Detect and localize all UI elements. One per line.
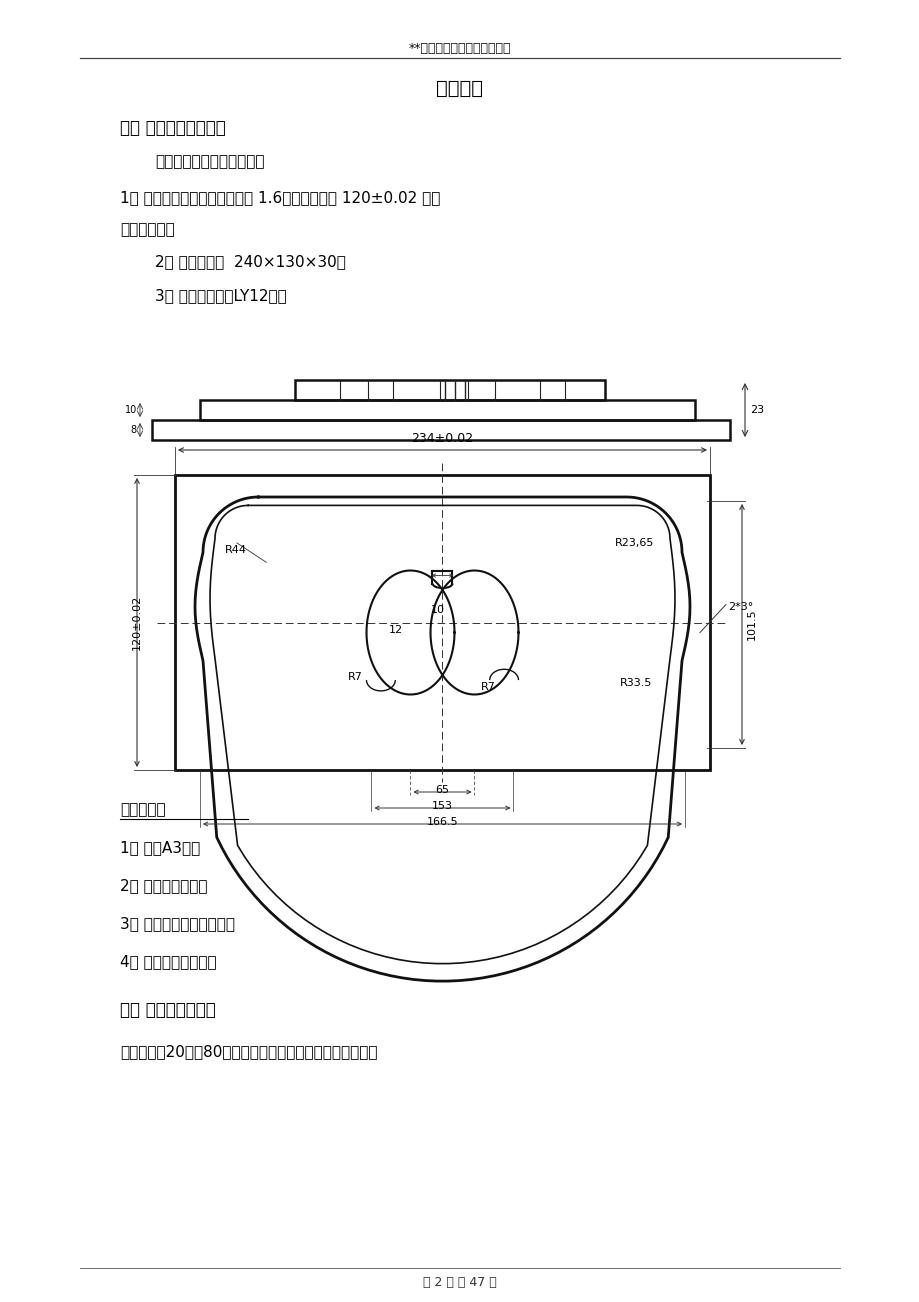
Text: 按系里所发的毕业设计用图: 按系里所发的毕业设计用图: [154, 155, 265, 169]
Text: 23: 23: [749, 405, 764, 415]
Text: 2． 绘制装夹方式图: 2． 绘制装夹方式图: [119, 879, 208, 893]
Text: 10: 10: [125, 405, 137, 415]
Text: 10: 10: [430, 605, 444, 615]
Text: 166.5: 166.5: [426, 816, 458, 827]
Text: R7: R7: [480, 682, 494, 693]
Text: 153: 153: [432, 801, 452, 811]
Bar: [175, 475, 709, 769]
Text: 技术资料：: 技术资料：: [119, 802, 165, 818]
Text: 234±0.02: 234±0.02: [411, 432, 473, 445]
Text: **理工学院数控专业毕业论文: **理工学院数控专业毕业论文: [408, 42, 511, 55]
Bar: [295, 380, 605, 400]
Text: 3． 填写数控加工工艺卡片: 3． 填写数控加工工艺卡片: [119, 917, 234, 931]
Text: R44: R44: [225, 546, 246, 555]
Text: 二． 选题设计的意义: 二． 选题设计的意义: [119, 1001, 216, 1019]
Text: 2． 毛块尺寸：  240×130×30。: 2． 毛块尺寸： 240×130×30。: [154, 254, 346, 270]
Text: 第 2 页 共 47 页: 第 2 页 共 47 页: [423, 1276, 496, 1289]
Text: 1． 技术要求：表面粗糙度均为 1.6，尺寸精度除 120±0.02 外均: 1． 技术要求：表面粗糙度均为 1.6，尺寸精度除 120±0.02 外均: [119, 190, 440, 206]
Text: R33.5: R33.5: [619, 677, 652, 687]
Text: 65: 65: [435, 785, 449, 796]
Text: 为一般精度。: 为一般精度。: [119, 223, 175, 237]
Text: 8: 8: [130, 424, 137, 435]
Bar: [199, 400, 694, 421]
Text: 2*3°: 2*3°: [727, 603, 753, 612]
Text: 开题报告: 开题报告: [436, 78, 483, 98]
Text: R7: R7: [347, 673, 362, 682]
Text: 12: 12: [388, 625, 403, 635]
Text: 1． 绘制A3图纸: 1． 绘制A3图纸: [119, 841, 200, 855]
Text: 120±0.02: 120±0.02: [131, 595, 142, 650]
Text: R23,65: R23,65: [614, 538, 653, 548]
Bar: [152, 421, 729, 440]
Text: 101.5: 101.5: [746, 609, 756, 641]
Text: 3． 材料：硬铝（LY12）。: 3． 材料：硬铝（LY12）。: [154, 289, 287, 303]
Text: 一． 毕业设计题目来源: 一． 毕业设计题目来源: [119, 118, 225, 137]
Text: 4． 编制加工程序清单: 4． 编制加工程序清单: [119, 954, 216, 970]
Text: 数控技术在20世纪80年代以后得到迅速发展，数控机床不仅: 数控技术在20世纪80年代以后得到迅速发展，数控机床不仅: [119, 1044, 377, 1060]
